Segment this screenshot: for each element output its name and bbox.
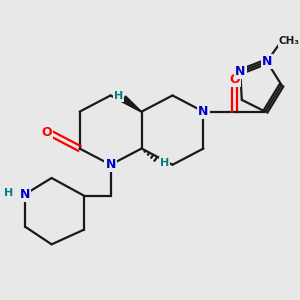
Text: H: H: [4, 188, 14, 198]
Text: N: N: [198, 105, 208, 118]
Text: N: N: [235, 65, 245, 78]
Text: N: N: [20, 188, 30, 201]
Text: H: H: [160, 158, 169, 168]
Text: CH₃: CH₃: [278, 36, 299, 46]
Text: H: H: [114, 91, 123, 101]
Text: N: N: [262, 55, 272, 68]
Text: N: N: [105, 158, 116, 171]
Text: O: O: [42, 126, 52, 139]
Polygon shape: [122, 96, 142, 112]
Text: O: O: [229, 73, 240, 86]
